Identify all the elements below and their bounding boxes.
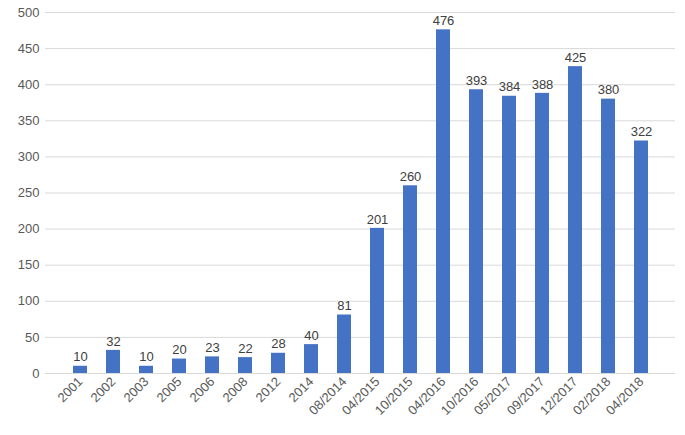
svg-text:50: 50 [25,330,39,345]
svg-text:05/2017: 05/2017 [470,374,515,418]
svg-text:476: 476 [433,13,455,28]
svg-text:322: 322 [631,124,653,139]
svg-text:2006: 2006 [187,374,218,405]
svg-text:150: 150 [18,257,40,272]
svg-text:450: 450 [18,41,40,56]
svg-text:300: 300 [18,149,40,164]
svg-text:40: 40 [304,328,318,343]
svg-text:388: 388 [532,77,554,92]
svg-text:81: 81 [337,298,351,313]
svg-text:384: 384 [499,79,521,94]
svg-text:10: 10 [139,349,153,364]
svg-text:10/2015: 10/2015 [371,374,416,418]
svg-text:425: 425 [565,50,587,65]
svg-text:22: 22 [238,341,252,356]
svg-text:100: 100 [18,293,40,308]
svg-text:2005: 2005 [154,374,185,405]
svg-text:20: 20 [172,342,186,357]
svg-text:04/2018: 04/2018 [603,374,647,418]
svg-text:2012: 2012 [253,374,284,405]
svg-text:04/2016: 04/2016 [404,374,449,418]
svg-text:260: 260 [400,169,422,184]
svg-text:350: 350 [18,113,40,128]
svg-text:10: 10 [73,349,87,364]
svg-text:23: 23 [205,340,219,355]
svg-text:2002: 2002 [88,374,119,405]
svg-text:500: 500 [18,5,40,20]
svg-text:201: 201 [367,212,389,227]
svg-text:393: 393 [466,73,488,88]
svg-text:02/2018: 02/2018 [569,374,614,418]
svg-text:08/2014: 08/2014 [305,374,350,418]
svg-text:250: 250 [18,185,40,200]
svg-text:2003: 2003 [121,374,152,405]
svg-text:32: 32 [106,334,120,349]
svg-text:2014: 2014 [285,374,317,405]
svg-text:10/2016: 10/2016 [437,374,482,418]
svg-text:200: 200 [18,221,40,236]
svg-text:09/2017: 09/2017 [503,374,548,418]
svg-text:2008: 2008 [220,374,251,405]
svg-text:2001: 2001 [55,374,86,405]
svg-text:0: 0 [32,366,39,381]
svg-text:04/2015: 04/2015 [338,374,383,418]
svg-text:12/2017: 12/2017 [536,374,581,418]
svg-text:28: 28 [271,336,285,351]
svg-text:400: 400 [18,77,40,92]
svg-text:380: 380 [598,82,620,97]
